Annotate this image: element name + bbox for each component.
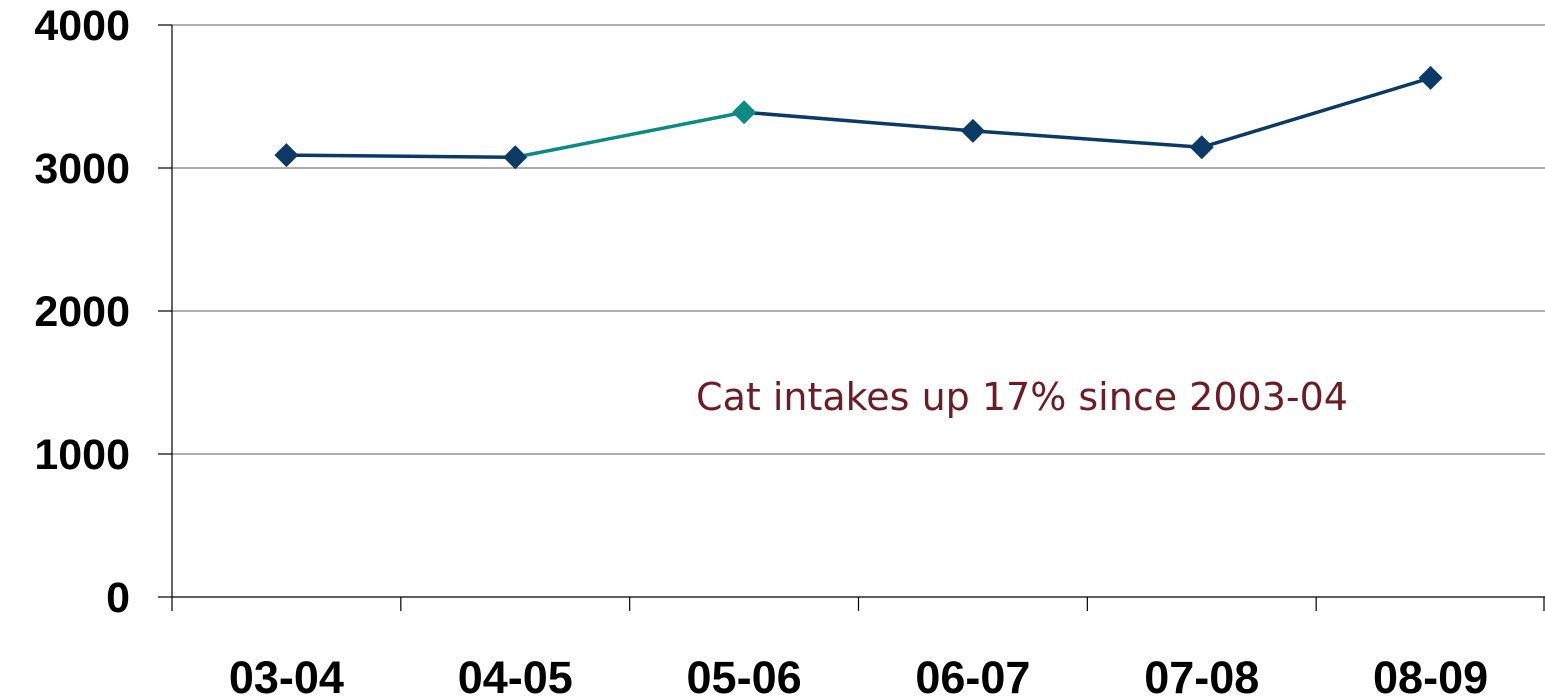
x-tick-label: 04-05	[458, 652, 573, 698]
x-tick-label: 05-06	[687, 652, 802, 698]
x-tick-labels: 03-04 04-05 05-06 06-07 07-08 08-09	[229, 652, 1488, 698]
series-segment	[971, 129, 1204, 150]
y-tick-label: 3000	[34, 145, 130, 193]
data-point	[960, 118, 985, 143]
y-tick-labels: 0 1000 2000 3000 4000	[34, 2, 130, 622]
data-point	[274, 143, 299, 168]
x-tick-label: 07-08	[1144, 652, 1259, 698]
y-tick-label: 0	[106, 574, 130, 622]
axes	[158, 24, 1545, 611]
data-point	[1418, 65, 1443, 90]
x-tick-label: 03-04	[229, 652, 344, 698]
x-tick-label: 06-07	[915, 652, 1030, 698]
series-segment	[1200, 76, 1433, 150]
series-segment	[513, 110, 746, 160]
y-tick-label: 2000	[34, 288, 130, 336]
y-tick-label: 4000	[34, 2, 130, 50]
data-point	[503, 145, 528, 170]
data-point	[732, 100, 757, 125]
series-segment	[742, 110, 975, 133]
y-tick-label: 1000	[34, 431, 130, 479]
series-segment	[284, 153, 517, 160]
gridlines	[172, 24, 1545, 455]
series-intakes	[274, 65, 1443, 170]
x-tick-label: 08-09	[1373, 652, 1488, 698]
chart-annotation: Cat intakes up 17% since 2003-04	[696, 375, 1348, 419]
data-point	[1189, 135, 1214, 160]
